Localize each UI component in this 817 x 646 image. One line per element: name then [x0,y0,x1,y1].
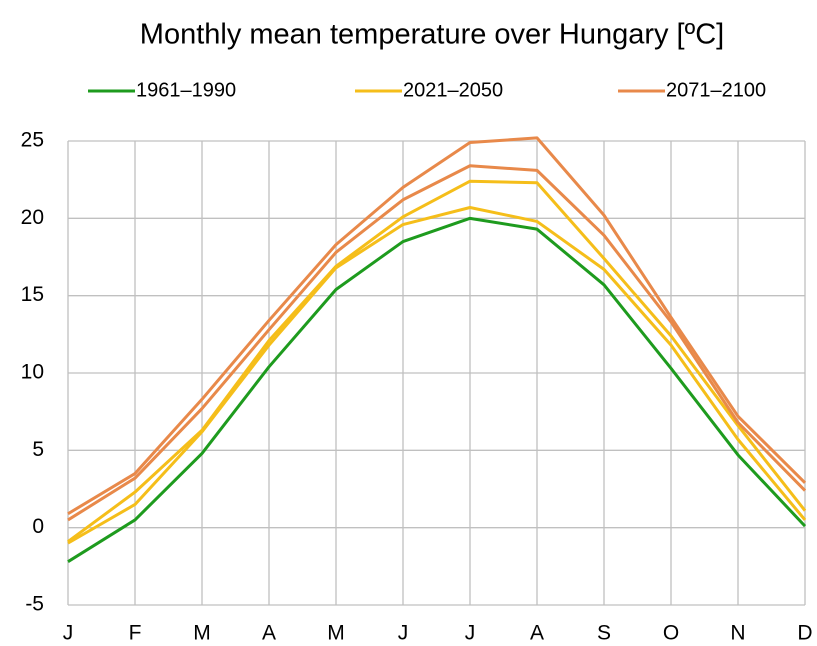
y-tick-label: 10 [21,361,44,384]
y-tick-label: 5 [32,438,44,461]
y-tick-label: 0 [32,515,44,538]
x-tick-label: A [262,622,276,645]
x-tick-label: A [530,622,544,645]
line [67,164,807,522]
x-tick-label: N [730,622,745,645]
x-tick-label: J [398,622,409,645]
x-tick-label: F [129,622,142,645]
line [67,136,807,516]
x-tick-label: J [63,622,74,645]
x-tick-label: S [597,622,611,645]
chart-title: Monthly mean temperature over Hungary [º… [140,19,724,51]
y-tick-label: 20 [21,206,44,229]
legend-label: 1961–1990 [136,79,236,101]
y-tick-label: -5 [25,593,44,616]
x-tick-label: M [193,622,211,645]
x-tick-label: O [663,622,679,645]
legend-label: 2021–2050 [403,79,503,101]
line [67,216,807,563]
y-tick-label: 25 [21,129,44,152]
line [67,179,807,543]
x-tick-label: D [797,622,812,645]
y-tick-label: 15 [21,283,44,306]
line [67,206,807,545]
x-tick-label: J [465,622,476,645]
x-tick-label: M [327,622,345,645]
legend-label: 2071–2100 [666,79,766,101]
